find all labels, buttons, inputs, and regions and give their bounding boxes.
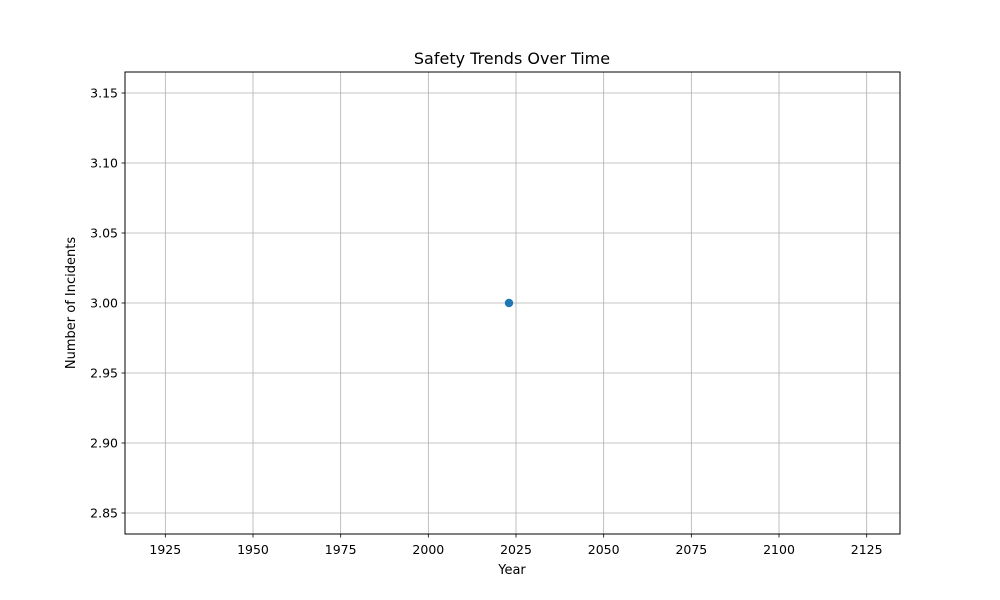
y-tick-label: 3.15 xyxy=(90,86,118,101)
y-tick-label: 2.95 xyxy=(90,366,118,381)
x-tick-label: 1975 xyxy=(325,542,357,557)
data-point xyxy=(504,298,514,308)
y-tick-label: 2.85 xyxy=(90,506,118,521)
y-tick-label: 2.90 xyxy=(90,436,118,451)
x-tick-label: 2125 xyxy=(851,542,883,557)
grid xyxy=(125,72,900,534)
y-axis-label: Number of Incidents xyxy=(64,237,79,369)
x-tick-label: 2100 xyxy=(763,542,795,557)
x-tick-label: 2025 xyxy=(500,542,532,557)
x-tick-label: 2075 xyxy=(675,542,707,557)
chart-title: Safety Trends Over Time xyxy=(414,49,610,68)
x-tick-label: 1925 xyxy=(149,542,181,557)
x-tick-label: 2000 xyxy=(412,542,444,557)
x-axis-ticks: 1925 1950 1975 2000 2025 2050 2075 2100 2125 xyxy=(149,534,883,557)
x-tick-label: 1950 xyxy=(237,542,269,557)
y-axis-ticks: 2.85 2.90 2.95 3.00 3.05 3.10 3.15 xyxy=(90,86,125,521)
x-axis-label: Year xyxy=(497,563,526,578)
y-tick-label: 3.05 xyxy=(90,226,118,241)
y-tick-label: 3.10 xyxy=(90,156,118,171)
y-tick-label: 3.00 xyxy=(90,296,118,311)
x-tick-label: 2050 xyxy=(588,542,620,557)
data-series xyxy=(504,298,514,308)
